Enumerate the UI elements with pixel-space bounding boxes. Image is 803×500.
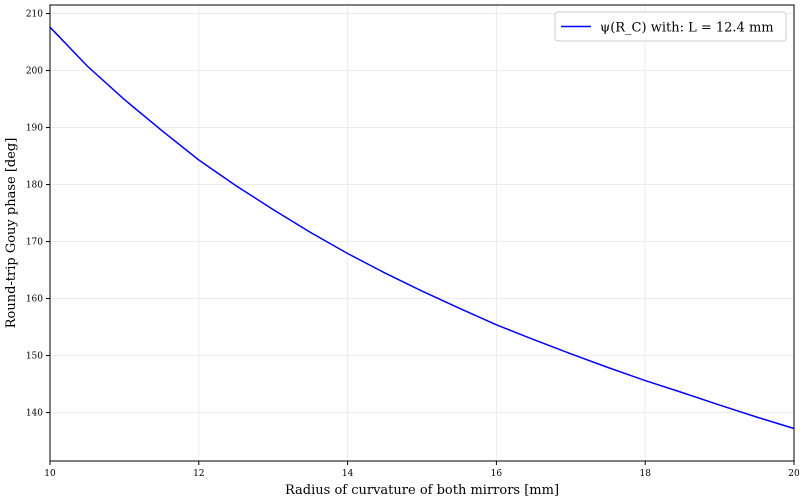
y-tick-label: 170 (26, 238, 43, 248)
x-tick-label: 14 (342, 469, 354, 479)
series-line (49, 26, 795, 430)
y-tick-label: 210 (26, 10, 43, 20)
legend-entry: ψ(R_C) with: L = 12.4 mm (600, 21, 774, 36)
x-axis: 10 12 14 16 18 20 (44, 461, 800, 479)
y-tick-label: 140 (26, 409, 43, 419)
y-axis: 140 150 160 170 180 190 200 210 (26, 10, 50, 419)
y-tick-label: 160 (26, 295, 43, 305)
legend-box (554, 11, 787, 42)
x-tick-label: 12 (193, 469, 204, 479)
y-tick-label: 180 (26, 181, 43, 191)
x-tick-label: 16 (491, 469, 503, 479)
x-tick-label: 10 (44, 469, 56, 479)
x-tick-label: 20 (788, 469, 800, 479)
legend: ψ(R_C) with: L = 12.4 mm (554, 11, 787, 42)
plot-frame (49, 4, 795, 462)
x-axis-label: Radius of curvature of both mirrors [mm] (285, 483, 559, 498)
y-tick-label: 200 (26, 67, 43, 77)
y-axis-label: Round-trip Gouy phase [deg] (4, 138, 19, 329)
x-tick-label: 18 (639, 469, 651, 479)
y-tick-label: 150 (26, 352, 43, 362)
series-layer (49, 26, 795, 430)
y-tick-label: 190 (26, 124, 43, 134)
